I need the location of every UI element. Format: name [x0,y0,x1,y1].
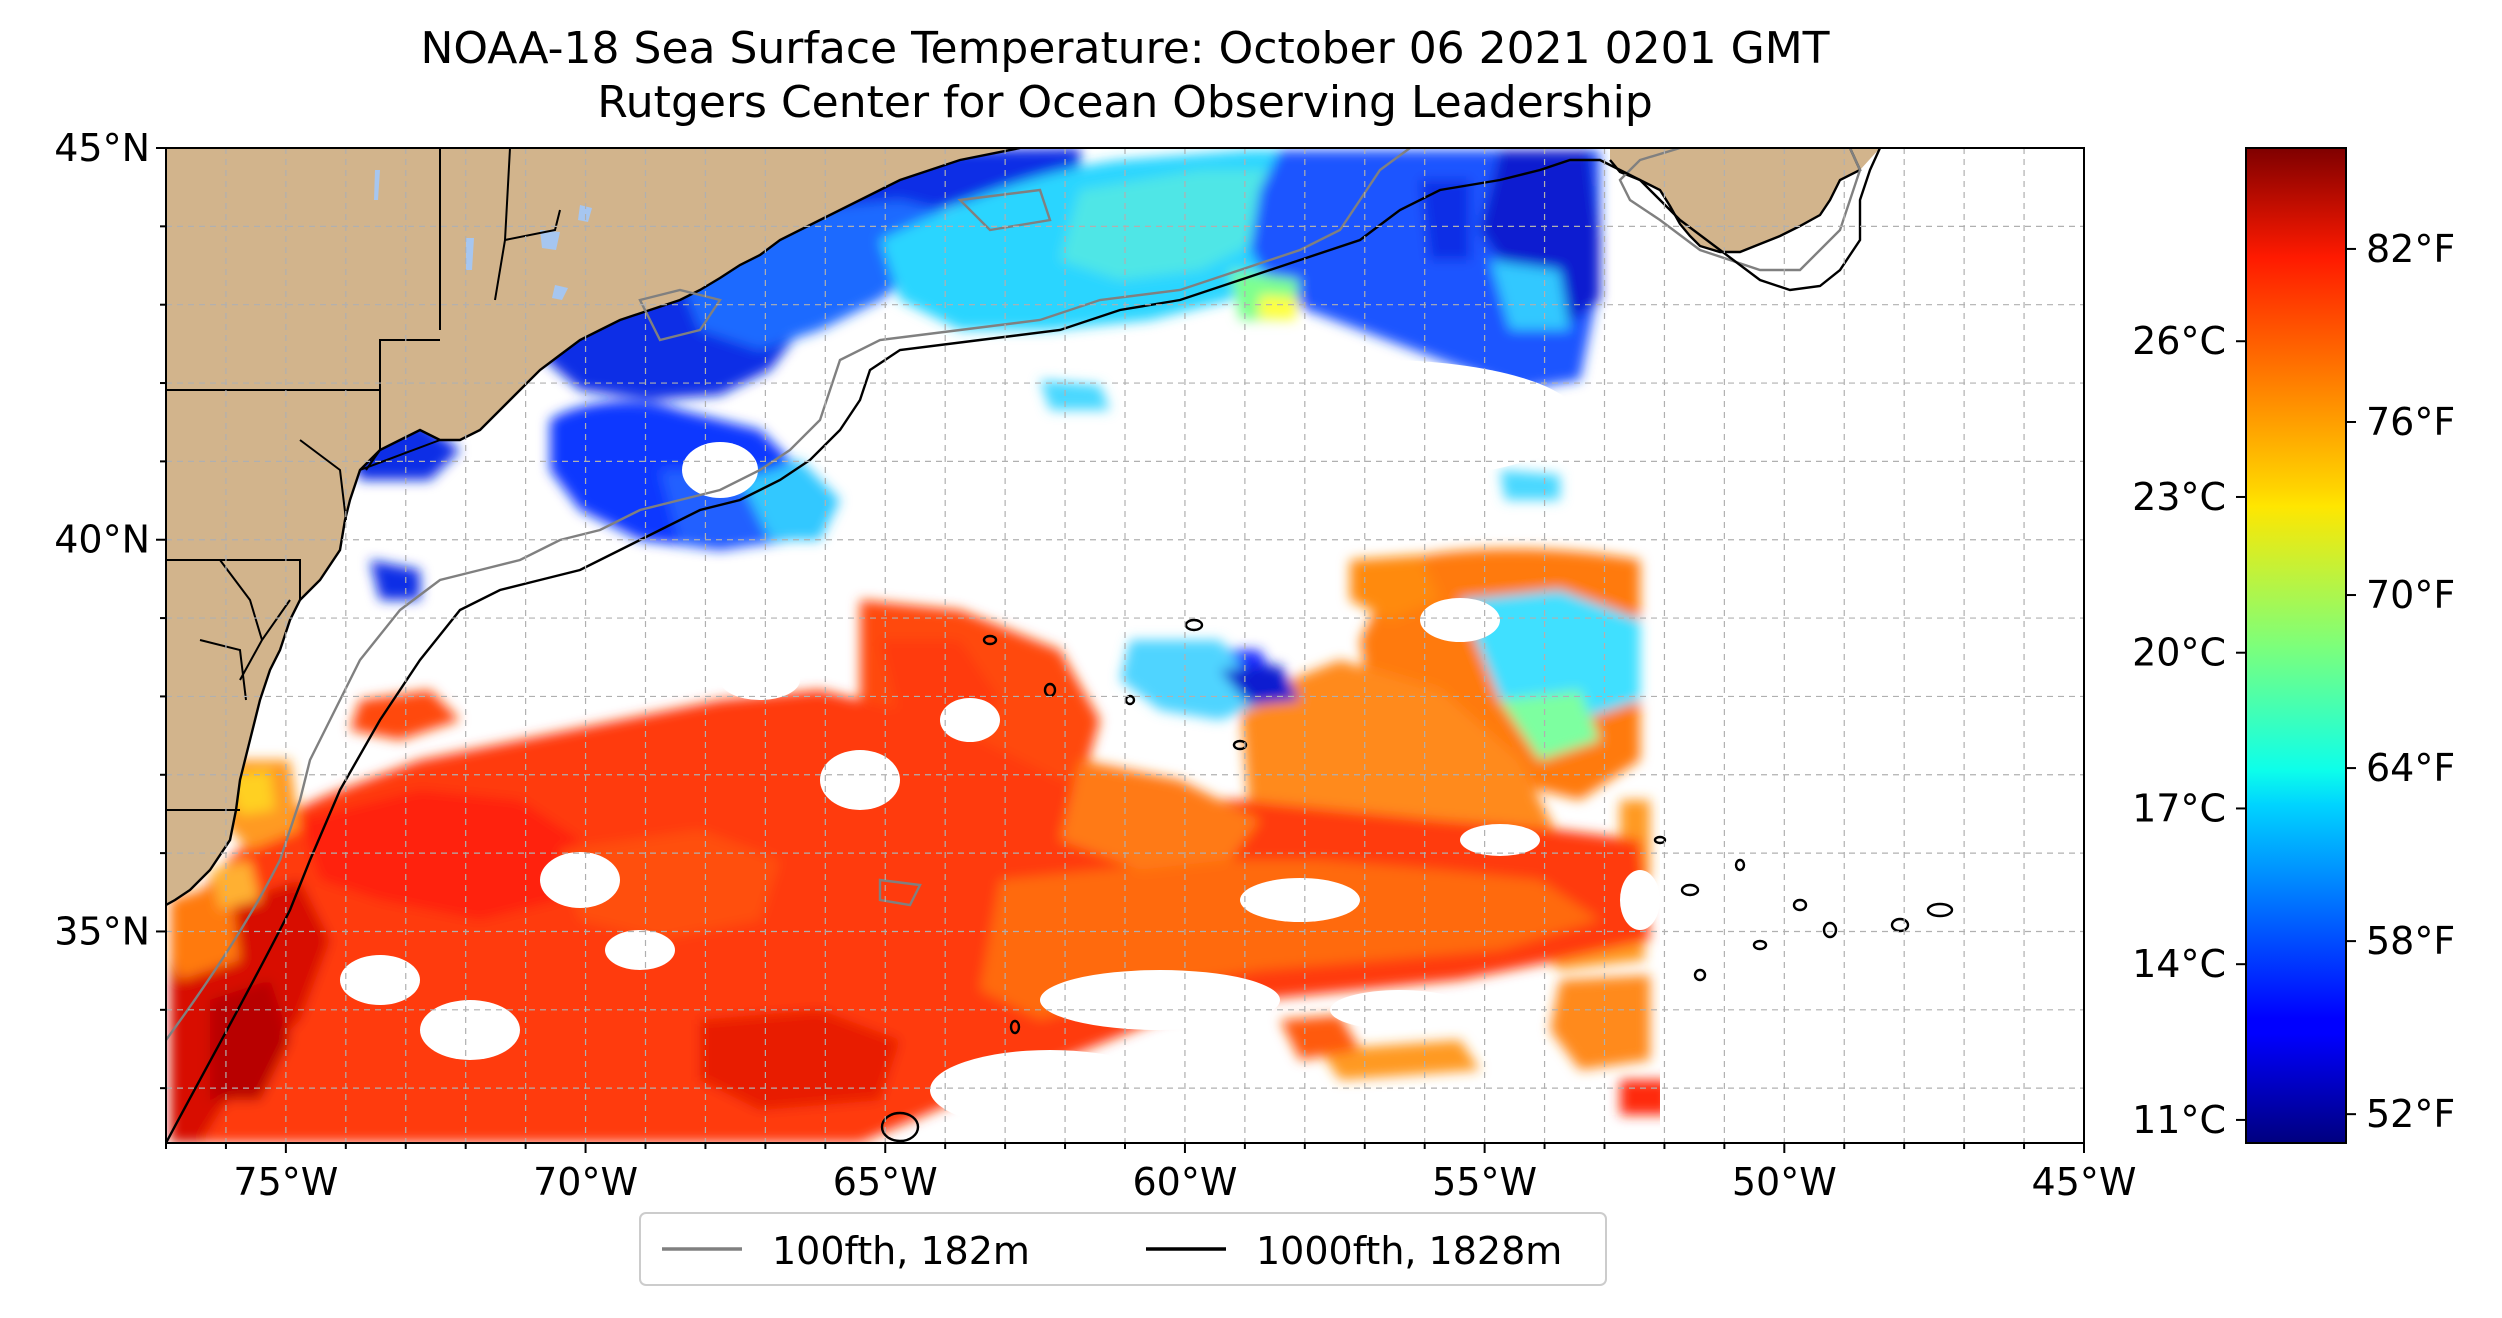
legend-label-1000fth: 1000fth, 1828m [1256,1229,1562,1273]
inland-water [374,170,592,300]
map-title: NOAA-18 Sea Surface Temperature: October… [166,22,2084,130]
x-tick-label: 55°W [1432,1160,1537,1204]
gridlines [166,148,2084,1143]
cloud-gaps [340,148,2084,1143]
x-tick-label: 65°W [833,1160,938,1204]
y-tick-label: 40°N [54,518,150,562]
colorbar-fahrenheit-axis: 52°F 58°F 64°F 70°F 76°F 82°F [2346,227,2455,1136]
x-tick-label: 45°W [2032,1160,2137,1204]
colorbar-c-tick-label: 23°C [2132,475,2226,519]
legend-label-100fth: 100fth, 182m [772,1229,1030,1273]
colorbar-f-tick-label: 82°F [2366,227,2455,271]
coastlines [166,148,1862,907]
sst-imagery [170,148,1670,1143]
legend-box [639,1212,1607,1286]
contour-1000fth [166,148,1954,1143]
colorbar-c-tick-label: 20°C [2132,631,2226,675]
colorbar-f-tick-label: 64°F [2366,746,2455,790]
colorbar-f-tick-label: 52°F [2366,1092,2455,1136]
x-tick-label: 75°W [233,1160,338,1204]
contour-100fth [166,148,1862,1041]
map-content [166,148,2084,1143]
title-line-1: NOAA-18 Sea Surface Temperature: October… [420,23,1830,74]
colorbar-c-tick-label: 11°C [2132,1098,2226,1142]
y-tick-label: 35°N [54,909,150,953]
colorbar-f-tick-label: 70°F [2366,573,2455,617]
legend: 100fth, 182m 1000fth, 1828m [639,1212,1607,1286]
y-tick-label: 45°N [54,126,150,170]
colorbar-c-tick-label: 14°C [2132,942,2226,986]
state-borders [166,148,561,811]
colorbar-f-tick-label: 58°F [2366,919,2455,963]
x-axis: 75°W 70°W 65°W 60°W 55°W 50°W 45°W [165,1143,2137,1204]
title-line-2: Rutgers Center for Ocean Observing Leade… [597,77,1653,128]
x-tick-label: 60°W [1132,1160,1237,1204]
land-area [166,148,1020,905]
y-axis: 35°N 40°N 45°N [54,126,166,1090]
colorbar-celsius-axis: 11°C 14°C 17°C 20°C 23°C 26°C [2132,319,2246,1142]
x-tick-label: 50°W [1732,1160,1837,1204]
colorbar-c-tick-label: 26°C [2132,319,2226,363]
colorbar-c-tick-label: 17°C [2132,786,2226,830]
colorbar-f-tick-label: 76°F [2366,400,2455,444]
colorbar [2245,147,2347,1144]
land-nova-scotia [1610,148,1880,252]
x-tick-label: 70°W [533,1160,638,1204]
